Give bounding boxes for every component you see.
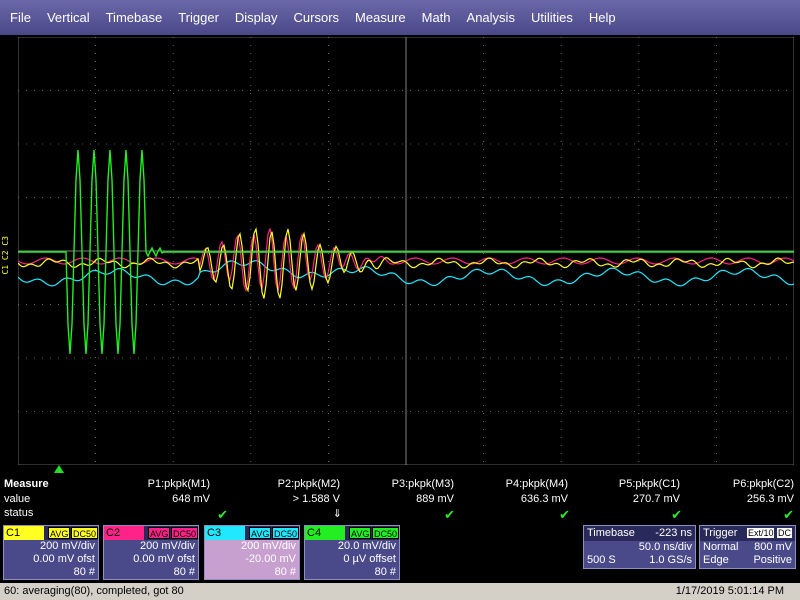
channel-c3-count: 80 # [274,566,296,578]
graticule [18,37,794,465]
trigger-slope: Positive [753,554,792,566]
channel-c1-scale: 200 mV/div [39,540,95,552]
channel-c1-count: 80 # [73,566,95,578]
channel-c4-coupling: DC50 [372,527,400,539]
trigger-mode: Normal [703,541,739,553]
trigger-box[interactable]: Trigger Ext/10 DC Normal 800 mV Edge Pos… [699,525,796,569]
channel-c3-offset: -20.00 mV [245,553,296,565]
status-bar: 60: averaging(80), completed, got 80 1/1… [0,583,800,600]
trigger-source: Ext/10 [746,528,775,538]
menu-bar: File Vertical Timebase Trigger Display C… [0,0,800,35]
param-name-p3[interactable]: P3:pkpk(M3) [391,478,454,490]
param-name-p4[interactable]: P4:pkpk(M4) [505,478,568,490]
timebase-delay: -223 ns [655,527,692,539]
channel-c2-offset: 0.00 mV ofst [133,553,195,565]
channel-c1-box[interactable]: C1 AVG DC50 200 mV/div 0.00 mV ofst 80 # [3,525,99,580]
menu-math[interactable]: Math [421,10,451,25]
status-ok-icon: ✔ [671,507,682,522]
channel-c1-offset: 0.00 mV ofst [33,553,95,565]
param-name-p2[interactable]: P2:pkpk(M2) [277,478,340,490]
trigger-source-coupling: Ext/10 DC [746,526,792,541]
menu-file[interactable]: File [10,10,31,25]
menu-vertical[interactable]: Vertical [46,10,90,25]
channel-c3-coupling: DC50 [272,527,300,539]
trigger-type: Edge [703,554,729,566]
acquisition-status: 60: averaging(80), completed, got 80 [4,585,184,597]
channel-c2-box[interactable]: C2 AVG DC50 200 mV/div 0.00 mV ofst 80 # [103,525,199,580]
trace-c4 [18,149,794,355]
value-row-label: value [4,493,31,505]
menu-cursors[interactable]: Cursors [293,10,340,25]
param-name-p5[interactable]: P5:pkpk(C1) [618,478,680,490]
trigger-coupling: DC [777,528,792,538]
trace-c2 [18,228,794,293]
status-ok-icon: ✔ [444,507,455,522]
channel-c1-coupling: DC50 [71,527,99,539]
channel-c2-count: 80 # [173,566,195,578]
status-ok-icon: ✔ [559,507,570,522]
channel-c3-mode: AVG [249,527,272,539]
param-value-p6: 256.3 mV [746,493,794,505]
menu-utilities[interactable]: Utilities [530,10,573,25]
menu-analysis[interactable]: Analysis [466,10,515,25]
timebase-rate: 1.0 GS/s [649,554,692,566]
param-value-p1: 648 mV [172,493,210,505]
channel-c4-count: 80 # [374,566,396,578]
channel-c3-box[interactable]: C3 AVG DC50 200 mV/div -20.00 mV 80 # [204,525,300,580]
param-name-p6[interactable]: P6:pkpk(C2) [732,478,794,490]
measure-table: Measure P1:pkpk(M1) P2:pkpk(M2) P3:pkpk(… [0,476,800,522]
channel-c4-box[interactable]: C4 AVG DC50 20.0 mV/div 0 µV offset 80 # [304,525,400,580]
channel-c3-scale: 200 mV/div [240,540,296,552]
timebase-scale: 50.0 ns/div [638,541,692,553]
menu-measure[interactable]: Measure [355,10,406,25]
channel-c1-mode: AVG [48,527,71,539]
param-value-p3: 889 mV [416,493,454,505]
param-value-p2: > 1.588 V [292,493,340,505]
trigger-level: 800 mV [754,541,792,553]
channel-level-markers[interactable]: C1 C2 C3 [1,236,10,275]
param-name-p1[interactable]: P1:pkpk(M1) [147,478,210,490]
channel-c2-mode: AVG [148,527,171,539]
waveform-canvas [18,37,794,465]
trigger-label: Trigger [703,527,738,539]
trigger-position-marker[interactable] [54,465,64,473]
trace-c1 [18,226,794,299]
channel-c4-name: C4 [305,526,345,540]
channel-c4-offset: 0 µV offset [343,553,396,565]
timebase-box[interactable]: Timebase -223 ns 50.0 ns/div 500 S 1.0 G… [583,525,696,569]
date-time: 1/17/2019 5:01:14 PM [675,585,784,597]
channel-c1-name: C1 [4,526,44,540]
channel-c4-mode: AVG [349,527,372,539]
status-overrange-icon: ⇓ [332,508,342,520]
menu-display[interactable]: Display [234,10,278,25]
channel-c4-scale: 20.0 mV/div [337,540,396,552]
menu-trigger[interactable]: Trigger [178,10,219,25]
timebase-samples: 500 S [587,554,616,566]
trace-c3 [18,260,794,287]
param-value-p5: 270.7 mV [632,493,680,505]
channel-c2-name: C2 [104,526,144,540]
channel-c2-scale: 200 mV/div [139,540,195,552]
channel-c2-coupling: DC50 [171,527,199,539]
param-value-p4: 636.3 mV [520,493,568,505]
waveform-display[interactable] [18,37,794,465]
status-ok-icon: ✔ [217,507,228,522]
status-row-label: status [4,507,34,519]
menu-help[interactable]: Help [588,10,616,25]
timebase-label: Timebase [587,527,635,539]
menu-timebase[interactable]: Timebase [105,10,163,25]
measure-title[interactable]: Measure [4,478,49,490]
channel-c3-name: C3 [205,526,245,540]
status-ok-icon: ✔ [783,507,794,522]
